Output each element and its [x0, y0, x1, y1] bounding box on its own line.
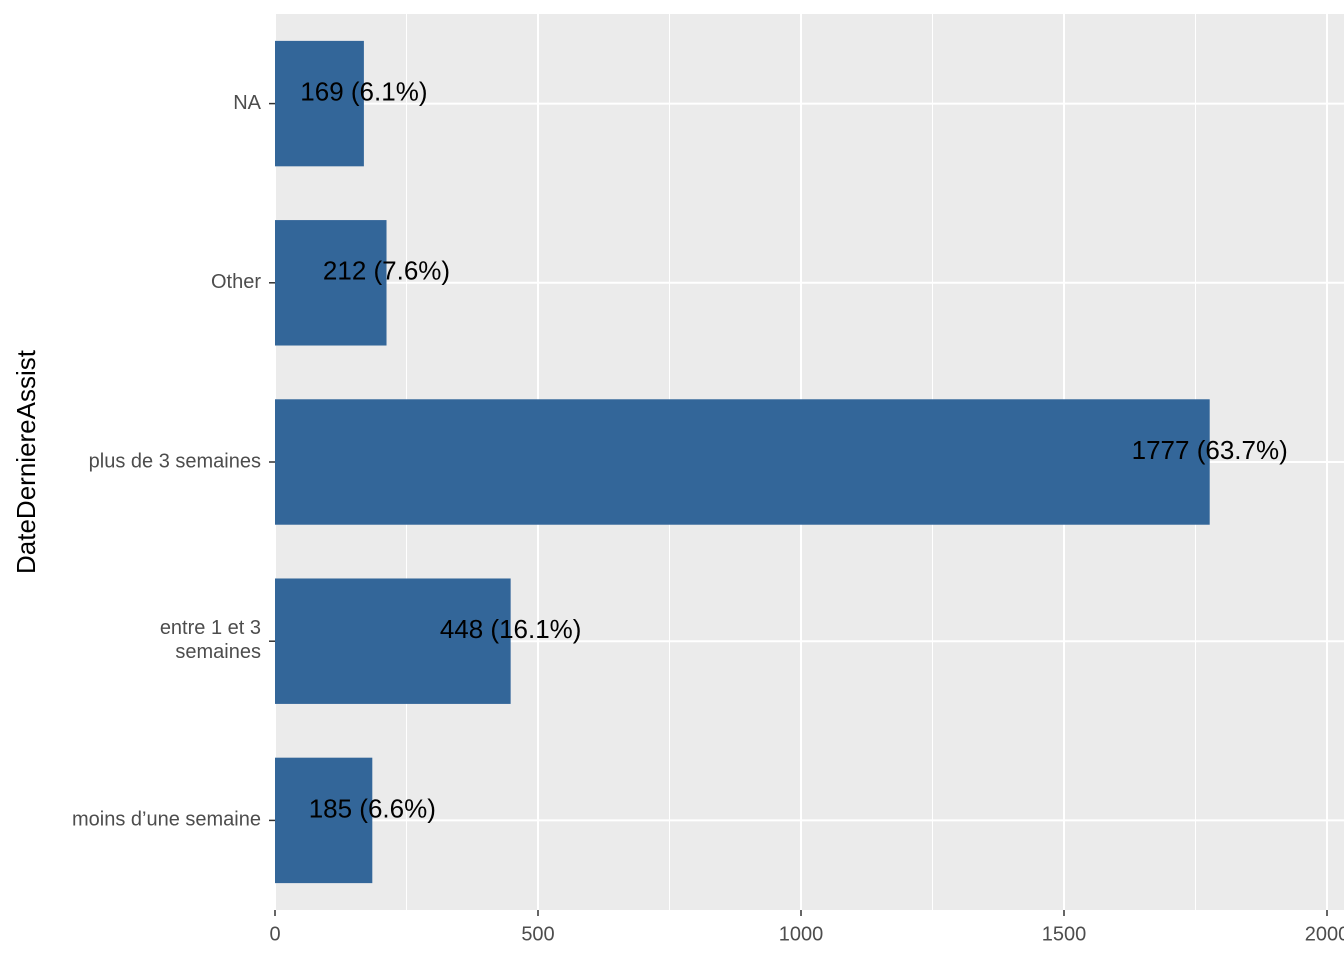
y-tick-label: moins d’une semaine [72, 809, 261, 831]
bar [275, 40, 364, 167]
y-axis-title: DateDerniereAssist [11, 349, 41, 574]
x-tick-label: 0 [269, 923, 280, 945]
x-tick-label: 2000 [1305, 923, 1344, 945]
x-tick-label: 1000 [779, 923, 824, 945]
bar [275, 578, 511, 704]
bar [275, 220, 387, 346]
y-tick-label: plus de 3 semaines [89, 450, 261, 472]
bar [275, 399, 1210, 525]
value-label: 212 (7.6%) [323, 256, 450, 286]
y-tick-label: entre 1 et 3 semaines [160, 617, 261, 663]
value-label: 169 (6.1%) [300, 76, 427, 106]
value-label: 448 (16.1%) [440, 614, 582, 644]
y-tick-label: Other [211, 271, 261, 293]
bar [275, 757, 373, 884]
x-tick-label: 1500 [1042, 923, 1087, 945]
value-label: 185 (6.6%) [309, 793, 436, 823]
y-tick-label: NA [233, 92, 261, 114]
x-tick-label: 500 [521, 923, 554, 945]
value-label: 1777 (63.7%) [1132, 435, 1288, 465]
